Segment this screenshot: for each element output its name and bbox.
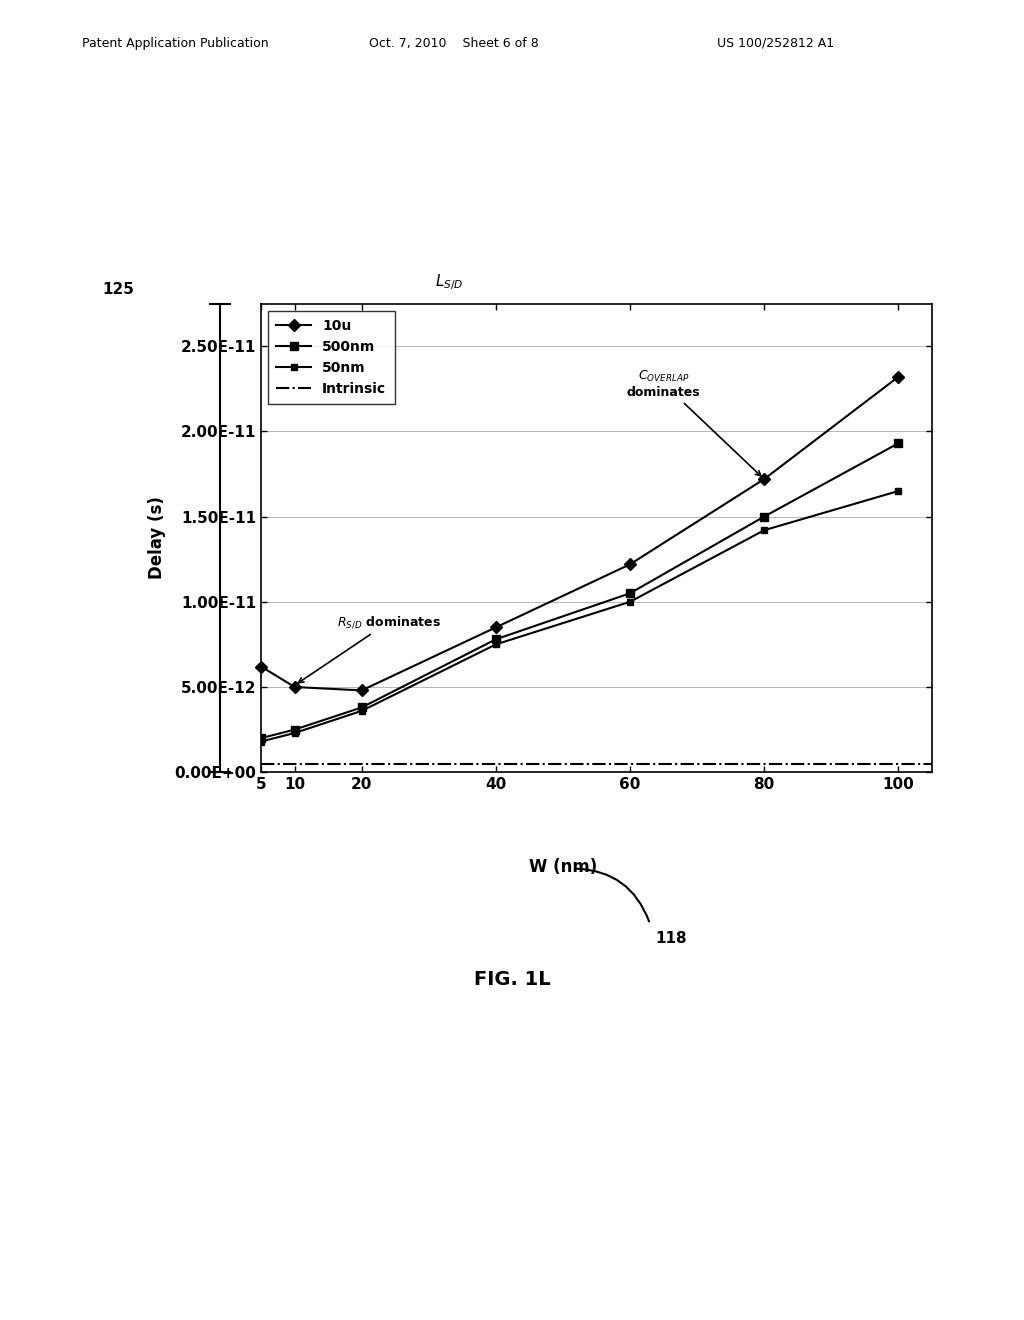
Text: $C_{OVERLAP}$
dominates: $C_{OVERLAP}$ dominates bbox=[627, 368, 761, 477]
Y-axis label: Delay (s): Delay (s) bbox=[148, 496, 166, 579]
Legend: 10u, 500nm, 50nm, Intrinsic: 10u, 500nm, 50nm, Intrinsic bbox=[268, 310, 394, 404]
Text: 125: 125 bbox=[102, 282, 134, 297]
Text: Oct. 7, 2010    Sheet 6 of 8: Oct. 7, 2010 Sheet 6 of 8 bbox=[369, 37, 539, 50]
Text: Patent Application Publication: Patent Application Publication bbox=[82, 37, 268, 50]
Text: $R_{S/D}$ dominates: $R_{S/D}$ dominates bbox=[299, 614, 440, 682]
Text: W (nm): W (nm) bbox=[528, 858, 597, 876]
Text: US 100/252812 A1: US 100/252812 A1 bbox=[717, 37, 834, 50]
Text: $L_{S/D}$: $L_{S/D}$ bbox=[434, 272, 463, 292]
Text: 118: 118 bbox=[655, 931, 687, 945]
Text: FIG. 1L: FIG. 1L bbox=[474, 970, 550, 989]
